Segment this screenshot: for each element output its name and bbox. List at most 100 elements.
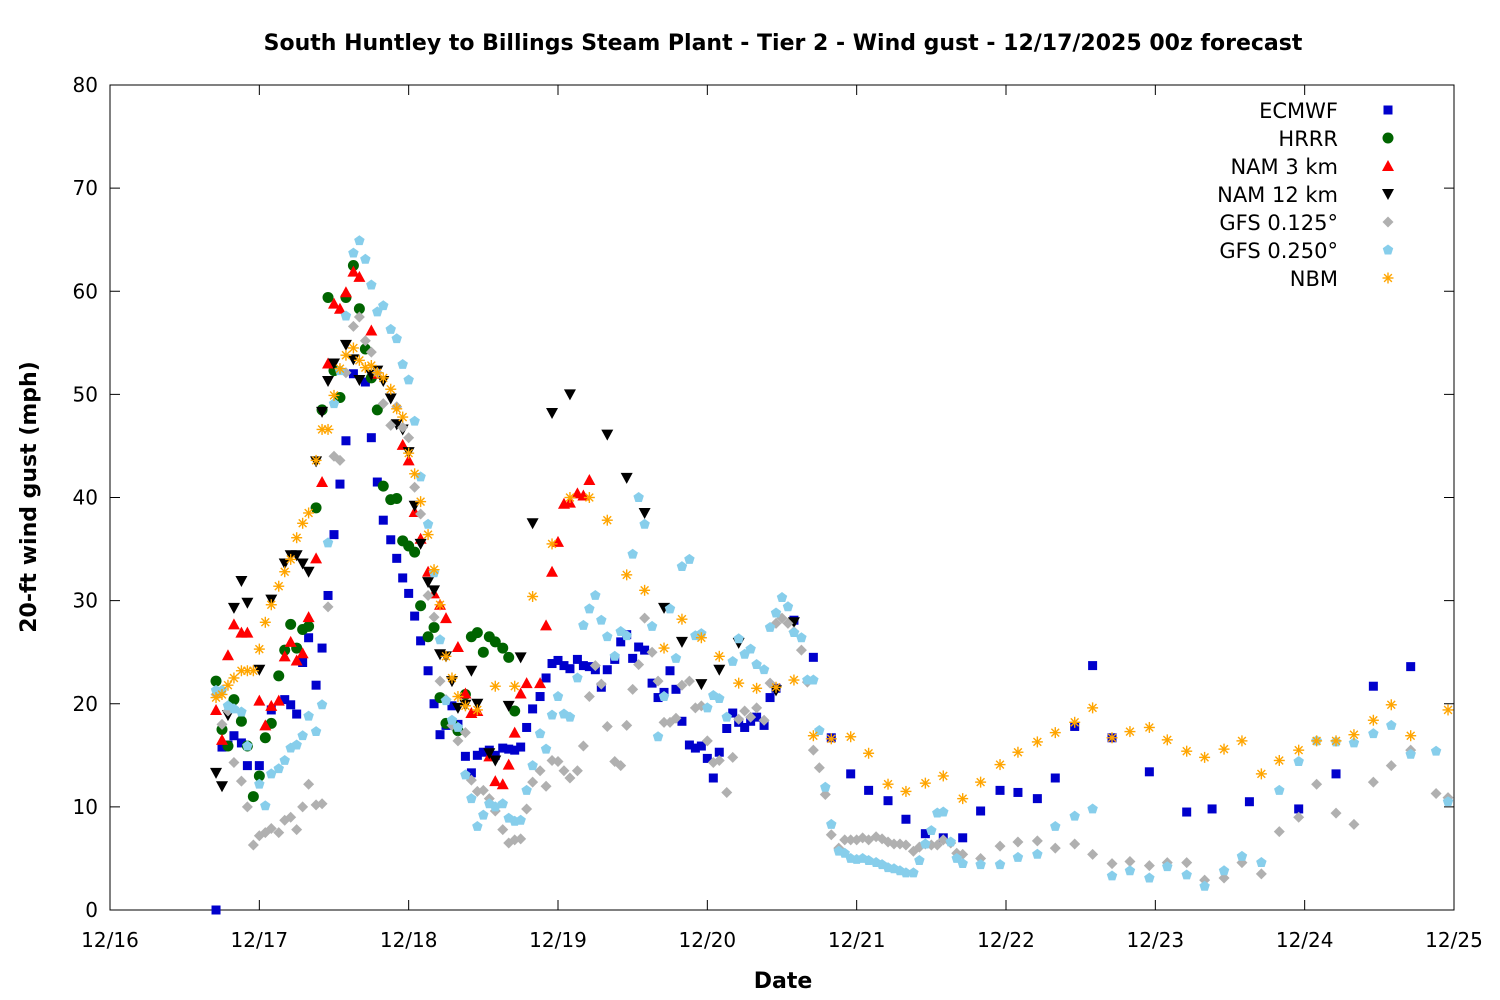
- data-point: [372, 477, 382, 487]
- data-point: [1218, 743, 1230, 755]
- data-point: [796, 632, 807, 643]
- data-point: [583, 492, 595, 503]
- data-point: [1311, 735, 1323, 747]
- data-point: [676, 679, 688, 691]
- data-point: [900, 867, 912, 878]
- data-point: [273, 763, 284, 774]
- data-point: [534, 765, 546, 777]
- data-point: [334, 454, 346, 466]
- data-point: [377, 398, 389, 410]
- data-point: [782, 617, 794, 629]
- data-point: [459, 727, 471, 739]
- data-point: [428, 564, 440, 576]
- data-point: [628, 653, 638, 663]
- data-point: [1012, 851, 1024, 862]
- data-point: [377, 480, 389, 492]
- data-point: [653, 693, 663, 703]
- data-point: [235, 576, 248, 588]
- data-point: [409, 546, 421, 558]
- data-point: [322, 423, 334, 435]
- data-point: [1294, 804, 1304, 814]
- data-point: [385, 383, 397, 395]
- data-point: [1032, 794, 1042, 804]
- data-point: [273, 827, 285, 839]
- data-point: [452, 735, 464, 747]
- data-point: [489, 680, 501, 692]
- data-point: [713, 754, 725, 766]
- data-point: [340, 349, 352, 361]
- data-point: [846, 769, 856, 779]
- chart-title: South Huntley to Billings Steam Plant - …: [264, 31, 1303, 56]
- data-point: [1442, 796, 1454, 807]
- data-point: [1405, 748, 1416, 759]
- data-point: [521, 803, 533, 815]
- data-point: [1144, 767, 1154, 777]
- data-point: [652, 675, 664, 687]
- data-point: [714, 747, 724, 757]
- data-point: [1293, 744, 1305, 756]
- data-point: [584, 662, 594, 672]
- y-tick-label: 80: [73, 73, 98, 97]
- data-point: [745, 711, 757, 723]
- data-point: [888, 838, 900, 850]
- data-point: [440, 650, 452, 662]
- legend-label: GFS 0.125°: [1219, 211, 1338, 235]
- data-point: [1331, 769, 1341, 779]
- legend-label: NAM 3 km: [1230, 155, 1338, 179]
- data-point: [957, 858, 968, 869]
- data-point: [1012, 746, 1024, 758]
- data-point: [733, 633, 744, 644]
- data-point: [546, 709, 558, 720]
- data-point: [210, 675, 222, 687]
- series-nbm: [210, 342, 1454, 805]
- data-point: [302, 611, 315, 623]
- data-point: [958, 833, 968, 843]
- data-point: [1087, 848, 1099, 860]
- data-point: [534, 677, 547, 689]
- data-point: [435, 730, 445, 740]
- data-point: [296, 558, 309, 570]
- data-point: [452, 691, 464, 703]
- data-point: [447, 701, 457, 711]
- data-point: [1181, 857, 1193, 869]
- data-point: [658, 691, 670, 701]
- data-point: [578, 661, 588, 671]
- data-point: [1330, 807, 1342, 819]
- data-point: [788, 674, 800, 686]
- data-point: [228, 694, 240, 706]
- data-point: [285, 618, 297, 630]
- data-point: [845, 834, 857, 846]
- data-point: [546, 407, 559, 419]
- data-point: [1255, 768, 1267, 780]
- data-point: [1368, 681, 1378, 691]
- data-point: [951, 852, 962, 863]
- data-point: [1032, 848, 1043, 859]
- data-point: [217, 742, 227, 752]
- data-point: [825, 829, 837, 841]
- data-point: [721, 711, 732, 722]
- data-point: [334, 363, 346, 375]
- data-point: [994, 759, 1006, 771]
- data-point: [602, 665, 612, 675]
- data-point: [391, 403, 403, 415]
- data-point: [247, 839, 259, 851]
- data-point: [242, 761, 252, 771]
- data-point: [1218, 872, 1230, 884]
- data-point: [609, 650, 620, 661]
- data-point: [409, 468, 421, 480]
- data-point: [216, 718, 228, 730]
- data-point: [285, 553, 297, 565]
- y-axis-label: 20-ft wind gust (mph): [17, 361, 42, 633]
- data-point: [397, 358, 408, 369]
- data-point: [392, 553, 402, 563]
- data-point: [303, 620, 315, 632]
- data-point: [278, 650, 291, 662]
- data-point: [410, 611, 420, 621]
- data-point: [627, 548, 638, 559]
- data-point: [497, 824, 509, 836]
- data-point: [770, 681, 782, 693]
- data-point: [658, 642, 670, 654]
- data-point: [658, 716, 670, 728]
- data-point: [1385, 699, 1397, 711]
- data-point: [733, 713, 745, 725]
